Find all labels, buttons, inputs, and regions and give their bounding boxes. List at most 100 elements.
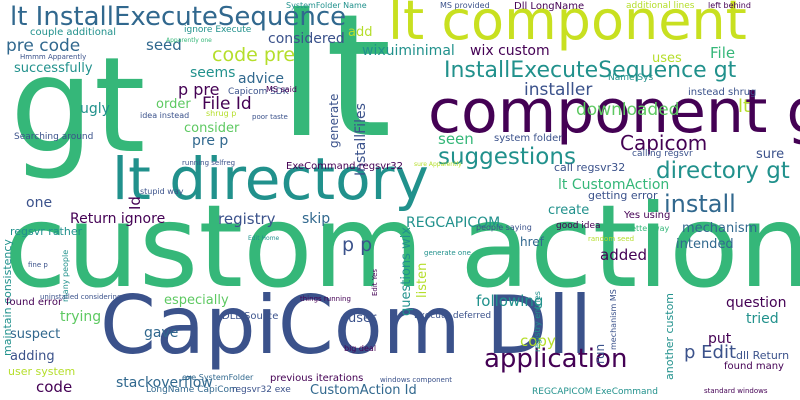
word: system folder [494,133,563,144]
word: dll Return [736,349,790,362]
word: install [664,190,736,218]
word: poor taste [252,113,288,121]
word: windows component [380,376,453,384]
word: especially [164,293,229,308]
word: calling regsvr [632,149,693,159]
word: fine p [28,261,48,269]
word: stackoverflow [116,375,213,391]
word: sure [756,147,785,162]
word: user [348,311,377,326]
word: application [484,344,628,374]
word: lt component [388,0,747,52]
word: shrug p [206,109,237,118]
word: question [726,295,787,311]
word: run [593,343,607,364]
word: Dll LongName [514,1,585,12]
word: SystemFolder Name [286,1,367,10]
word: stupid way [140,187,184,196]
word: lt [738,96,751,117]
word: LongName CapiCom [146,385,238,395]
word: registry entries [533,291,542,352]
word: lt InstallExecuteSequence [10,2,347,32]
word: lt directory [112,145,429,213]
word: ExeCommand regsvr32 [286,161,404,172]
word: suspect [10,327,61,342]
word: suggestions [438,144,576,170]
word: Capicom [620,131,708,155]
word: regsvr32 exe [232,385,291,395]
word: code pre [212,44,296,66]
word: code [36,378,73,396]
word: consider [184,121,240,136]
word: people saying [476,223,532,232]
word: Hmmm Apparently [20,53,87,61]
word: p pre [178,80,220,99]
word: p p [342,234,373,256]
word: pre p [192,133,229,149]
word: seed [146,36,182,54]
word: adding [10,349,55,364]
word: component gt [428,77,800,147]
word: pre code [6,36,81,56]
word: tried [746,311,779,327]
word: p Edit [684,342,737,363]
word: Yes using [624,210,671,221]
word: call regsvr32 [554,161,626,174]
word: found many [724,361,784,372]
word: CustomAction Id [310,383,417,398]
word: found error [6,297,63,308]
word: Return ignore [70,211,166,227]
word: Execute deferred [414,311,492,321]
word: mechanism MS [609,289,618,350]
word: trying [60,309,102,325]
word: idea instead [140,111,190,120]
word: intended [676,237,734,252]
word: Edit Home [248,235,280,242]
word: custom action [4,180,800,313]
word: copy [520,332,556,350]
word: good idea [556,221,601,231]
word: mechanism [682,221,758,236]
word: exe SystemFolder [182,373,254,382]
word: added [600,246,647,264]
word: Searching around [14,132,94,142]
word: Id [126,196,144,210]
word: installer [524,80,593,100]
word: generate [327,93,341,148]
word: Apparently one [166,37,212,44]
word: things running [300,295,351,303]
word: File [710,44,736,62]
word: uses [652,51,682,66]
word: following [476,292,544,310]
word: InstallExecuteSequence gt [444,58,737,83]
word: user system [8,365,76,378]
word: sure Apparently [414,161,462,168]
word: DLL Source [222,311,279,322]
word: put [708,331,732,347]
word: File Id [202,94,252,114]
word: seems [190,65,236,81]
word: another custom [663,292,676,380]
word: lt [278,0,392,176]
word: REGCAPICOM [406,215,501,231]
word: downloaded [576,100,680,120]
word: add [348,25,373,40]
word: directory gt [656,158,790,184]
word: one [26,195,53,211]
word: listen [415,262,430,298]
word: Name Sys [608,73,654,83]
word: questions wix [399,226,414,316]
word: Edit Yes [371,268,379,296]
word: generate one [424,249,471,257]
word: additional lines [626,1,695,11]
word: getting error [588,189,658,202]
word: big deal [344,344,377,353]
word: create [548,203,590,218]
word: seen [438,130,474,148]
word: order [156,97,191,112]
word: MS said [266,85,297,94]
word: wixuiminimal [362,43,455,59]
word: skip [302,211,331,227]
word: left behind [708,1,751,10]
